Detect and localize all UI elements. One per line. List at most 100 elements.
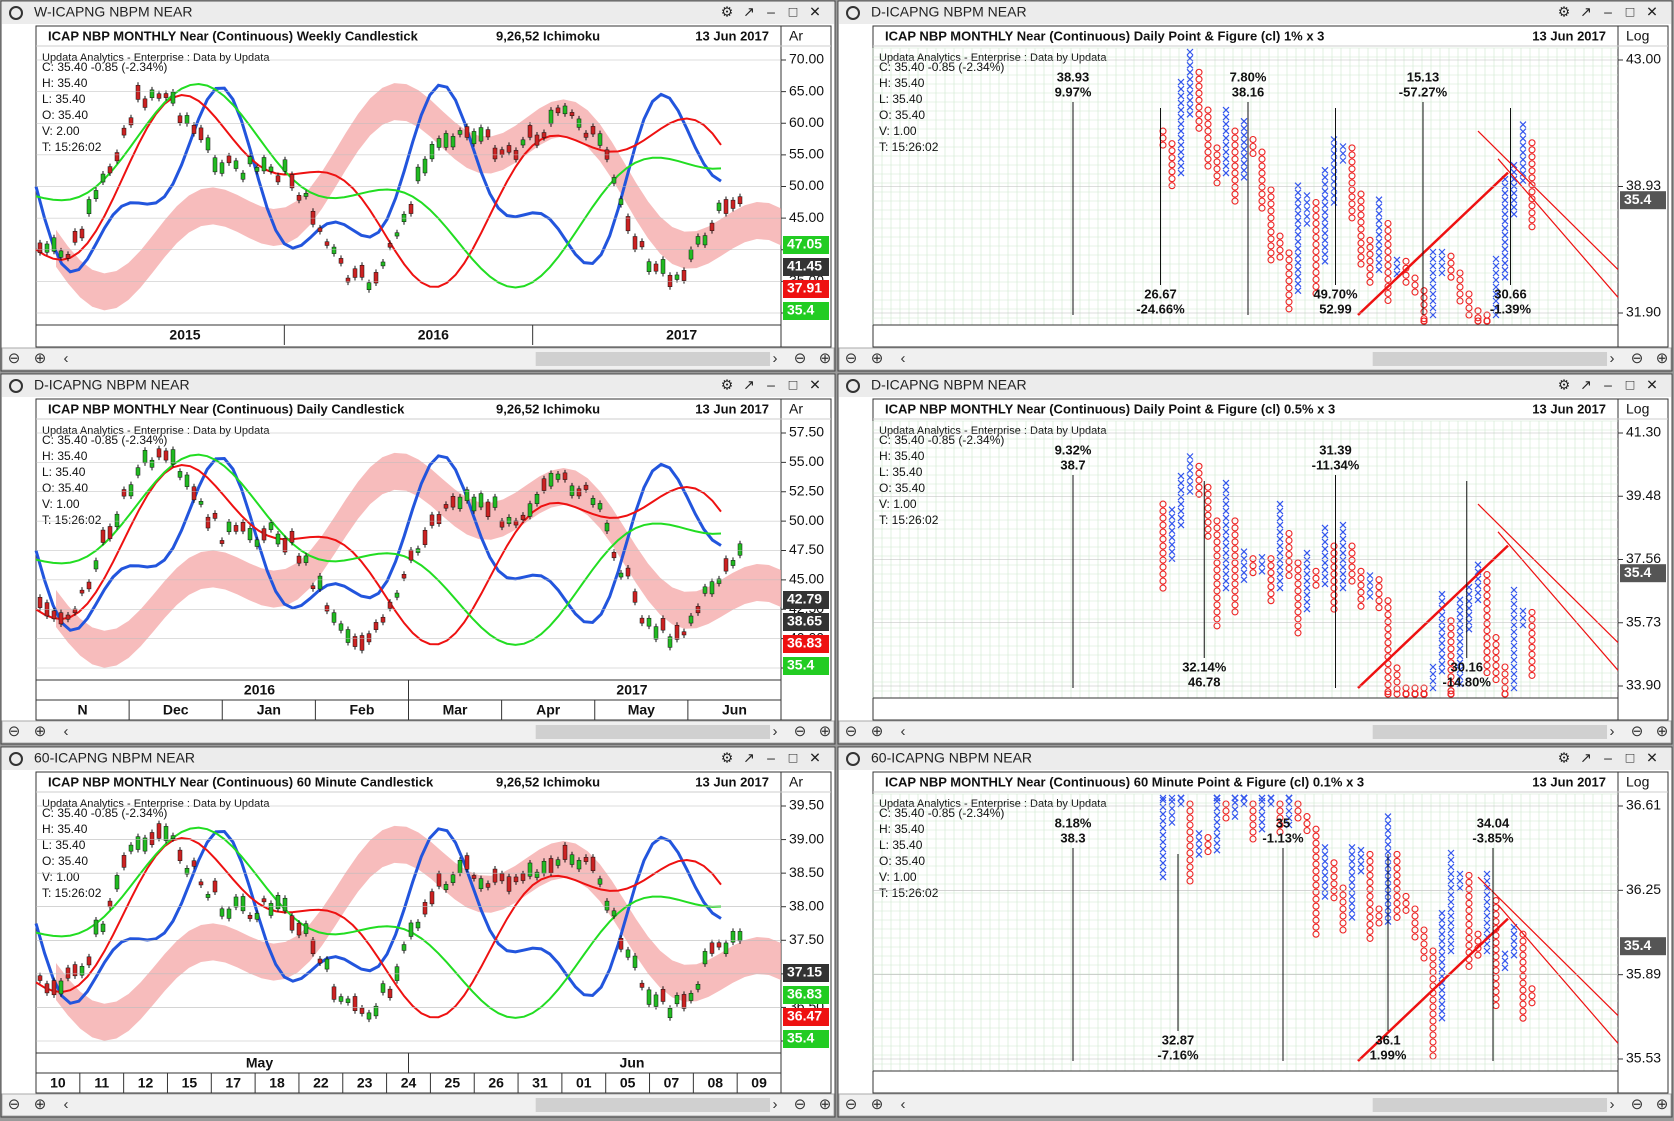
- scroll-button[interactable]: ⊕: [819, 1096, 832, 1113]
- scroll-button[interactable]: ⊖: [8, 1096, 21, 1113]
- scroll-button[interactable]: ⊕: [871, 723, 884, 740]
- pf-o: [1213, 545, 1221, 553]
- window-button[interactable]: □: [1626, 377, 1635, 393]
- window-button[interactable]: ↗: [1580, 750, 1592, 766]
- scroll-button[interactable]: ⊕: [1656, 1096, 1669, 1113]
- scroll-button[interactable]: ‹: [901, 723, 906, 740]
- scroll-button[interactable]: ⊖: [845, 350, 858, 367]
- pf-x: [1438, 965, 1446, 973]
- scroll-button[interactable]: ⊕: [34, 1096, 47, 1113]
- scroll-thumb[interactable]: [535, 352, 771, 366]
- chart-date: 13 Jun 2017: [695, 28, 769, 43]
- scroll-button[interactable]: ⊕: [871, 350, 884, 367]
- candle-body: [373, 272, 379, 284]
- scroll-button[interactable]: ›: [1610, 723, 1615, 740]
- scroll-button[interactable]: ›: [773, 1096, 778, 1113]
- pf-o: [1348, 144, 1356, 152]
- pf-x: [1357, 853, 1365, 861]
- window-button[interactable]: ↗: [743, 4, 755, 20]
- scroll-button[interactable]: ⊕: [871, 1096, 884, 1113]
- scroll-button[interactable]: ›: [1610, 1096, 1615, 1113]
- pf-x: [1294, 273, 1302, 281]
- scroll-button[interactable]: ⊕: [819, 723, 832, 740]
- window-button[interactable]: –: [1604, 377, 1612, 393]
- window-button[interactable]: ✕: [809, 4, 821, 20]
- candle-body: [324, 241, 330, 246]
- pf-x: [1285, 821, 1293, 829]
- scale-label: Ar: [789, 28, 803, 44]
- scroll-button[interactable]: ⊖: [794, 1096, 807, 1113]
- window-button[interactable]: ⚙: [1558, 377, 1571, 393]
- pf-o: [1195, 469, 1203, 477]
- scroll-button[interactable]: ⊖: [1631, 1096, 1644, 1113]
- pf-x: [1240, 569, 1248, 577]
- window-button[interactable]: ↗: [743, 750, 755, 766]
- scroll-button[interactable]: ⊕: [34, 350, 47, 367]
- candle-body: [198, 501, 204, 505]
- window-button[interactable]: –: [1604, 4, 1612, 20]
- window-button[interactable]: ✕: [809, 750, 821, 766]
- candle-body: [114, 152, 120, 162]
- scroll-button[interactable]: ‹: [901, 1096, 906, 1113]
- window-button[interactable]: –: [767, 4, 775, 20]
- scroll-thumb[interactable]: [1372, 1098, 1608, 1112]
- scroll-button[interactable]: ›: [773, 723, 778, 740]
- price-tag: [1620, 191, 1666, 210]
- pf-o: [1375, 919, 1383, 927]
- info-line: Updata Analytics - Enterprise : Data by …: [42, 425, 270, 437]
- scroll-button[interactable]: ›: [1610, 350, 1615, 367]
- pf-o: [1501, 670, 1509, 678]
- scroll-thumb[interactable]: [535, 725, 771, 739]
- scroll-button[interactable]: ⊖: [1631, 723, 1644, 740]
- scroll-button[interactable]: ⊖: [794, 350, 807, 367]
- pf-o: [1186, 835, 1194, 843]
- window-button[interactable]: ⚙: [1558, 750, 1571, 766]
- scroll-button[interactable]: ⊕: [1656, 723, 1669, 740]
- window-button[interactable]: □: [1626, 4, 1635, 20]
- scroll-button[interactable]: ⊖: [1631, 350, 1644, 367]
- window-button[interactable]: ✕: [1646, 4, 1658, 20]
- window-button[interactable]: –: [767, 750, 775, 766]
- pf-x: [1303, 563, 1311, 571]
- window-button[interactable]: –: [1604, 750, 1612, 766]
- y-tick-label: 55.00: [789, 453, 824, 469]
- window-button[interactable]: □: [1626, 750, 1635, 766]
- window-button[interactable]: ↗: [1580, 377, 1592, 393]
- candle-body: [716, 578, 722, 584]
- scroll-button[interactable]: ⊕: [34, 723, 47, 740]
- window-button[interactable]: □: [789, 377, 798, 393]
- scroll-button[interactable]: ‹: [64, 1096, 69, 1113]
- candle-body: [338, 623, 344, 631]
- window-button[interactable]: ⚙: [1558, 4, 1571, 20]
- window-button[interactable]: –: [767, 377, 775, 393]
- scroll-button[interactable]: ‹: [64, 723, 69, 740]
- window-button[interactable]: □: [789, 750, 798, 766]
- scroll-button[interactable]: ⊖: [8, 350, 21, 367]
- annotation: 15.13: [1407, 69, 1440, 84]
- scroll-button[interactable]: ›: [773, 350, 778, 367]
- pf-x: [1321, 864, 1329, 872]
- scroll-button[interactable]: ⊕: [1656, 350, 1669, 367]
- window-button[interactable]: ↗: [1580, 4, 1592, 20]
- scroll-button[interactable]: ‹: [901, 350, 906, 367]
- candle-body: [450, 136, 456, 148]
- window-button[interactable]: ⚙: [721, 4, 734, 20]
- window-button[interactable]: ✕: [1646, 750, 1658, 766]
- window-button[interactable]: □: [789, 4, 798, 20]
- chart-window: D-ICAPNG NBPM NEAR ⚙ ↗ – □ ✕ ICAP NBP MONTHLY …: [0, 373, 836, 745]
- scroll-button[interactable]: ⊖: [845, 1096, 858, 1113]
- scroll-button[interactable]: ⊖: [845, 723, 858, 740]
- window-button[interactable]: ⚙: [721, 750, 734, 766]
- scroll-button[interactable]: ⊖: [794, 723, 807, 740]
- scroll-button[interactable]: ‹: [64, 350, 69, 367]
- scroll-button[interactable]: ⊖: [8, 723, 21, 740]
- window-button[interactable]: ✕: [1646, 377, 1658, 393]
- scroll-thumb[interactable]: [535, 1098, 771, 1112]
- scroll-thumb[interactable]: [1372, 352, 1608, 366]
- window-button[interactable]: ✕: [809, 377, 821, 393]
- scroll-thumb[interactable]: [1372, 725, 1608, 739]
- candle-body: [548, 858, 554, 874]
- scroll-button[interactable]: ⊕: [819, 350, 832, 367]
- window-button[interactable]: ⚙: [721, 377, 734, 393]
- window-button[interactable]: ↗: [743, 377, 755, 393]
